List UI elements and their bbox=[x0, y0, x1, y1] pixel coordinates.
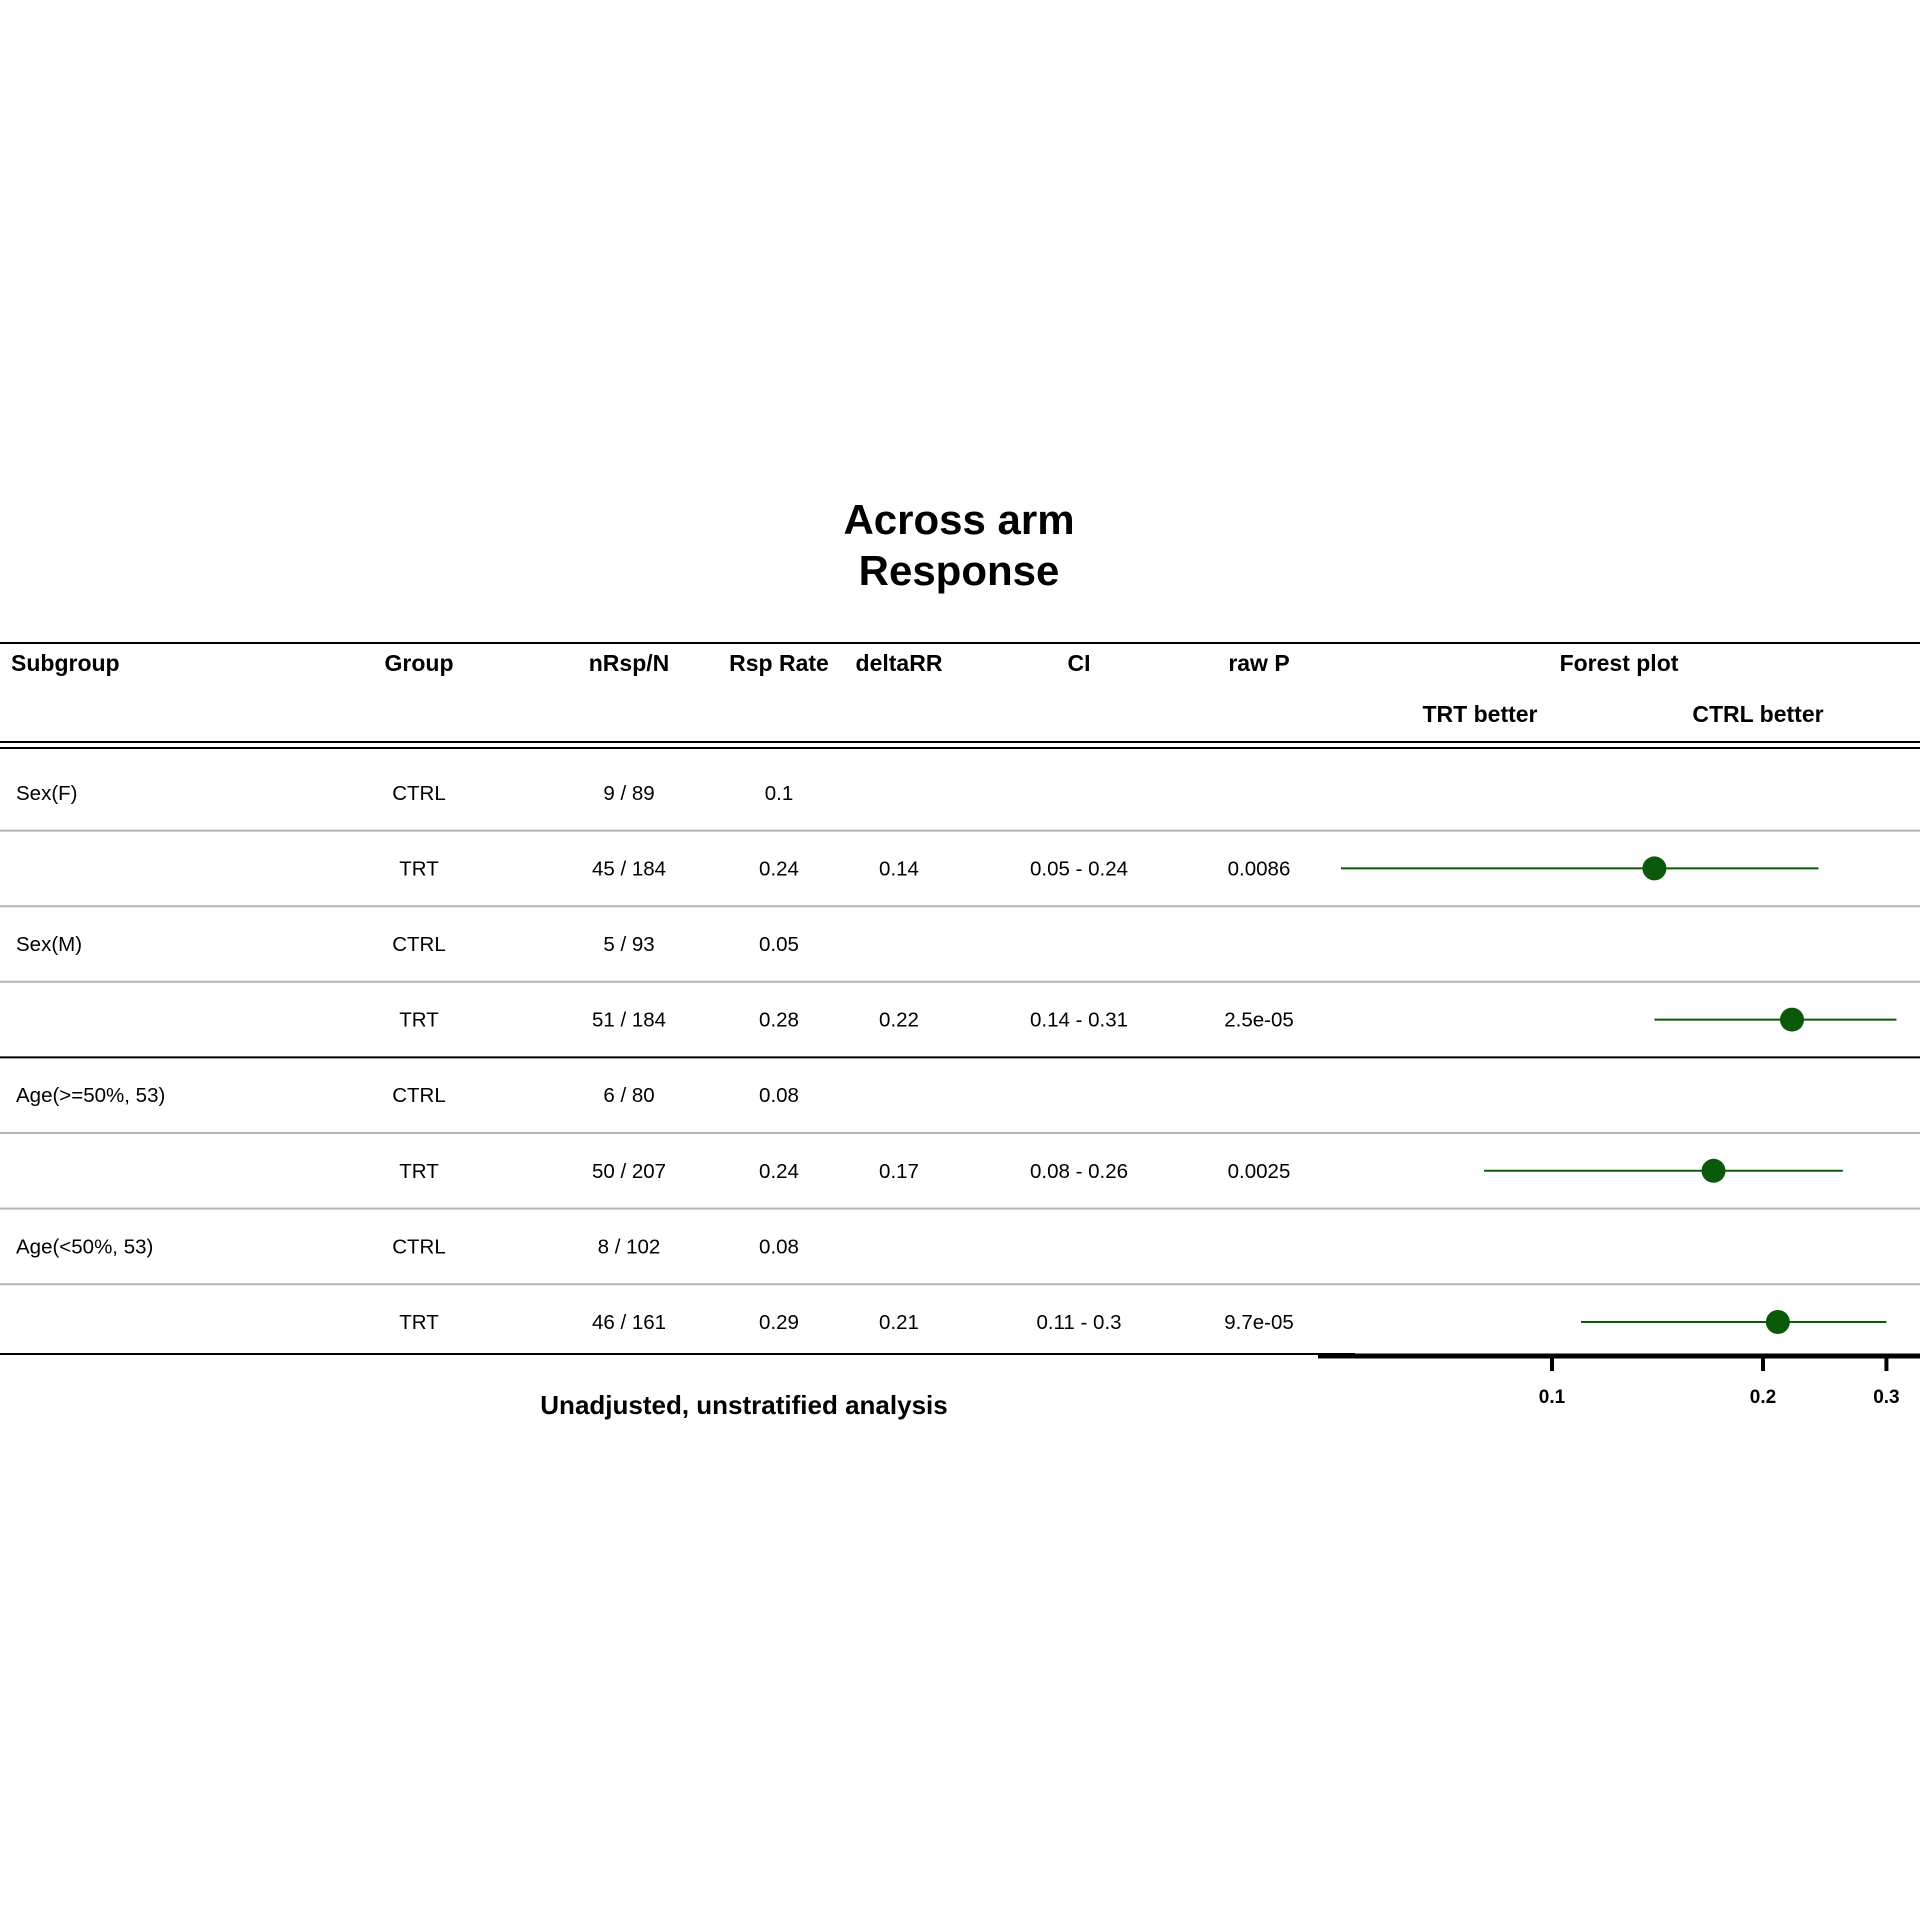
header-delta: deltaRR bbox=[856, 650, 943, 676]
cell-group: CTRL bbox=[392, 933, 446, 956]
header-rate: Rsp Rate bbox=[729, 650, 829, 676]
cell-rate: 0.08 bbox=[759, 1235, 799, 1258]
header-subgroup: Subgroup bbox=[11, 650, 120, 676]
estimate-point bbox=[1701, 1158, 1726, 1183]
header-group: Group bbox=[385, 650, 454, 676]
cell-delta: 0.22 bbox=[879, 1009, 919, 1032]
cell-nrsp: 6 / 80 bbox=[603, 1084, 654, 1107]
table-row: TRT 50 / 207 0.24 0.17 0.08 - 0.26 0.0025 bbox=[0, 1160, 1920, 1210]
table-row: TRT 46 / 161 0.29 0.21 0.11 - 0.3 9.7e-05 bbox=[399, 1311, 1294, 1334]
cell-nrsp: 5 / 93 bbox=[603, 933, 654, 956]
cell-rate: 0.24 bbox=[759, 1160, 799, 1183]
cell-p: 2.5e-05 bbox=[1224, 1009, 1294, 1032]
cell-group: CTRL bbox=[392, 1235, 446, 1258]
cell-subgroup: Age(>=50%, 53) bbox=[16, 1084, 165, 1107]
header-p: raw P bbox=[1228, 650, 1289, 676]
cell-p: 9.7e-05 bbox=[1224, 1311, 1294, 1334]
table-row: Age(>=50%, 53) CTRL 6 / 80 0.08 bbox=[0, 1084, 1920, 1134]
cell-rate: 0.1 bbox=[765, 782, 794, 805]
cell-ci: 0.05 - 0.24 bbox=[1030, 857, 1128, 880]
title-line-2: Response bbox=[859, 547, 1060, 594]
cell-group: CTRL bbox=[392, 1084, 446, 1107]
estimate-point bbox=[1780, 1007, 1805, 1032]
cell-p: 0.0086 bbox=[1228, 857, 1291, 880]
header-nrsp: nRsp/N bbox=[589, 650, 670, 676]
header-trt-better: TRT better bbox=[1423, 701, 1538, 727]
cell-delta: 0.14 bbox=[879, 857, 919, 880]
x-tick-label: 0.3 bbox=[1873, 1387, 1899, 1408]
forest-marks bbox=[1341, 856, 1897, 1334]
cell-delta: 0.21 bbox=[879, 1311, 919, 1334]
estimate-point bbox=[1642, 856, 1667, 881]
header-ci: CI bbox=[1068, 650, 1091, 676]
cell-rate: 0.05 bbox=[759, 933, 799, 956]
cell-group: TRT bbox=[399, 857, 439, 880]
cell-nrsp: 45 / 184 bbox=[592, 857, 666, 880]
cell-subgroup: Age(<50%, 53) bbox=[16, 1235, 153, 1258]
header-ctrl-better: CTRL better bbox=[1692, 701, 1823, 727]
table-row: TRT 45 / 184 0.24 0.14 0.05 - 0.24 0.0086 bbox=[0, 857, 1920, 908]
cell-subgroup: Sex(M) bbox=[16, 933, 82, 956]
cell-nrsp: 50 / 207 bbox=[592, 1160, 666, 1183]
cell-nrsp: 9 / 89 bbox=[603, 782, 654, 805]
footnote: Unadjusted, unstratified analysis bbox=[540, 1390, 947, 1420]
table-row: Sex(F) CTRL 9 / 89 0.1 bbox=[0, 782, 1920, 832]
cell-p: 0.0025 bbox=[1228, 1160, 1291, 1183]
x-tick-label: 0.1 bbox=[1539, 1387, 1566, 1408]
cell-rate: 0.24 bbox=[759, 857, 799, 880]
cell-delta: 0.17 bbox=[879, 1160, 919, 1183]
cell-ci: 0.14 - 0.31 bbox=[1030, 1009, 1128, 1032]
forest-x-axis: 0.1 0.2 0.3 bbox=[1318, 1353, 1920, 1408]
table-row: Age(<50%, 53) CTRL 8 / 102 0.08 bbox=[0, 1235, 1920, 1286]
cell-nrsp: 46 / 161 bbox=[592, 1311, 666, 1334]
table-row: Sex(M) CTRL 5 / 93 0.05 bbox=[0, 933, 1920, 983]
cell-nrsp: 51 / 184 bbox=[592, 1009, 666, 1032]
estimate-point bbox=[1765, 1310, 1790, 1334]
table-rows: Sex(F) CTRL 9 / 89 0.1 TRT 45 / 184 0.24 0.14 0.… bbox=[0, 782, 1920, 1334]
x-tick-label: 0.2 bbox=[1750, 1387, 1776, 1408]
cell-group: TRT bbox=[399, 1009, 439, 1032]
title-line-1: Across arm bbox=[843, 496, 1074, 543]
cell-group: TRT bbox=[399, 1311, 439, 1334]
table-row: TRT 51 / 184 0.28 0.22 0.14 - 0.31 2.5e-05 bbox=[0, 1009, 1920, 1059]
header-forest: Forest plot bbox=[1560, 650, 1679, 676]
cell-rate: 0.28 bbox=[759, 1009, 799, 1032]
cell-ci: 0.08 - 0.26 bbox=[1030, 1160, 1128, 1183]
cell-ci: 0.11 - 0.3 bbox=[1036, 1311, 1121, 1334]
cell-rate: 0.08 bbox=[759, 1084, 799, 1107]
cell-group: CTRL bbox=[392, 782, 446, 805]
cell-group: TRT bbox=[399, 1160, 439, 1183]
cell-nrsp: 8 / 102 bbox=[598, 1235, 661, 1258]
cell-rate: 0.29 bbox=[759, 1311, 799, 1334]
cell-subgroup: Sex(F) bbox=[16, 782, 78, 805]
